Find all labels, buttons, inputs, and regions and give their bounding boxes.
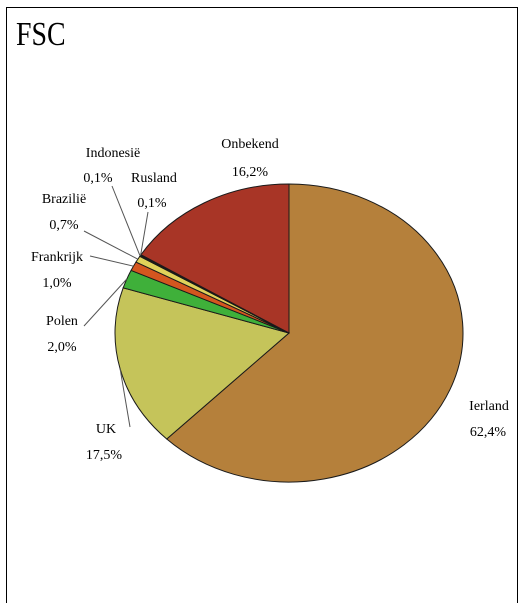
label-rusland-value: 0,1% [137, 196, 167, 211]
leader-line-uk [119, 368, 131, 428]
label-brazilie-name: Brazilië [42, 192, 86, 207]
label-ierland-name: Ierland [469, 399, 509, 414]
leader-line-polen [83, 278, 128, 327]
label-frankrijk-value: 1,0% [42, 276, 72, 291]
pie-slices [114, 183, 464, 483]
label-indonesie-value: 0,1% [83, 171, 113, 186]
label-polen-name: Polen [46, 314, 78, 329]
leader-lines [83, 185, 149, 428]
chart-title: FSC [16, 16, 66, 53]
pie-slice-onbekend [140, 183, 290, 334]
label-uk-value: 17,5% [86, 448, 123, 463]
label-onbekend-name: Onbekend [221, 137, 279, 152]
leader-line-frankrijk [89, 255, 134, 267]
label-polen-value: 2,0% [47, 340, 77, 355]
label-indonesie-name: Indonesië [86, 146, 140, 161]
label-ierland-value: 62,4% [470, 425, 507, 440]
pie-slice-ierland [165, 183, 464, 483]
leader-line-brazili [83, 230, 139, 260]
leader-line-indonesi [111, 185, 141, 257]
label-uk-name: UK [96, 422, 116, 437]
label-frankrijk-name: Frankrijk [31, 250, 83, 265]
label-onbekend-value: 16,2% [232, 165, 269, 180]
leader-line-rusland [140, 211, 149, 256]
label-brazilie-value: 0,7% [49, 218, 79, 233]
label-rusland-name: Rusland [131, 171, 177, 186]
